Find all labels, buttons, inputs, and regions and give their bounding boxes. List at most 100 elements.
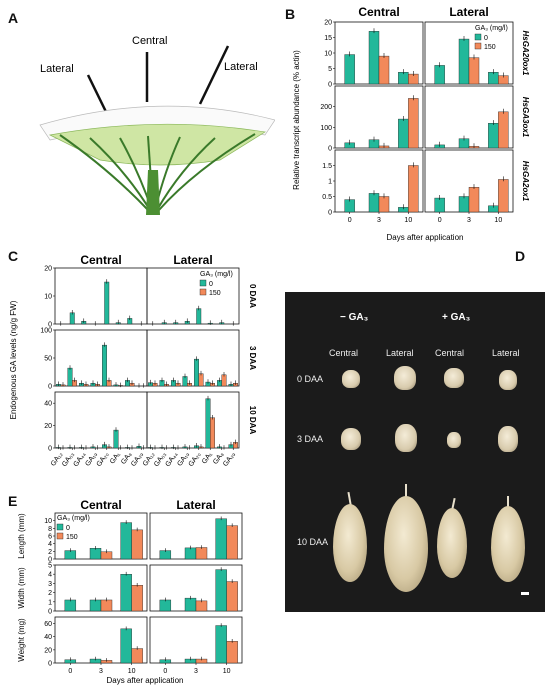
sub-head-lateral-2: Lateral bbox=[492, 348, 520, 358]
bar-control bbox=[159, 599, 172, 612]
label-lateral-left: Lateral bbox=[40, 63, 74, 75]
bar-control bbox=[205, 398, 211, 449]
legend-title: GA₃ (mg/l) bbox=[475, 25, 508, 32]
x-axis-label: Days after application bbox=[387, 233, 464, 242]
subplot-frame bbox=[54, 391, 148, 449]
y-tick-label: 4 bbox=[48, 572, 52, 579]
bar-control bbox=[344, 54, 355, 85]
bar-control bbox=[398, 118, 409, 149]
bar-control bbox=[104, 281, 110, 325]
y-tick-label: 1 bbox=[328, 179, 332, 186]
y-tick-label: 1 bbox=[48, 599, 52, 606]
panel-c-chart: Central Lateral 0 10 20 0 DAA 0 50 100 3 DAA 0 20 40… bbox=[9, 253, 257, 468]
y-tick-label: 100 bbox=[320, 125, 332, 132]
x-tick-label: 3 bbox=[377, 217, 381, 224]
bar-control bbox=[458, 196, 470, 213]
row-label: Weight (mg) bbox=[17, 618, 26, 662]
y-tick-label: 40 bbox=[44, 401, 52, 408]
y-tick-label: 50 bbox=[44, 356, 52, 363]
y-axis-label: Endogenous GA levels (ng/g FW) bbox=[9, 300, 18, 419]
col-title-central: Central bbox=[358, 5, 399, 19]
flower-central-plus-3 bbox=[447, 432, 461, 448]
y-tick-label: 5 bbox=[48, 563, 52, 570]
x-tick-label: GA₁ bbox=[201, 451, 214, 466]
bar-treated bbox=[100, 599, 113, 612]
x-axis-label: Days after application bbox=[107, 676, 184, 685]
x-tick-label: 10 bbox=[128, 668, 136, 675]
y-tick-label: 5 bbox=[328, 66, 332, 73]
y-tick-label: 6 bbox=[48, 534, 52, 541]
bar-control bbox=[120, 628, 132, 664]
sub-head-lateral-1: Lateral bbox=[386, 348, 414, 358]
y-tick-label: 2 bbox=[48, 590, 52, 597]
panel-letter-e: E bbox=[8, 493, 18, 509]
y-tick-label: 0 bbox=[48, 661, 52, 668]
bar-control bbox=[196, 308, 202, 325]
bar-treated bbox=[408, 98, 419, 149]
legend-title: GA₃ (mg/l) bbox=[57, 515, 90, 522]
head-plus-ga3: + GA₃ bbox=[442, 312, 471, 323]
x-tick-label: 3 bbox=[99, 668, 103, 675]
col-title-lateral: Lateral bbox=[173, 253, 212, 267]
row-label: Width (mm) bbox=[17, 567, 26, 609]
fruit-lateral-minus-10 bbox=[384, 496, 428, 592]
y-tick-label: 8 bbox=[48, 526, 52, 533]
legend-swatch-treated bbox=[56, 532, 64, 540]
y-tick-label: 10 bbox=[44, 518, 52, 525]
bar-treated bbox=[226, 581, 238, 612]
bar-treated bbox=[198, 373, 204, 387]
panel-letter-c: C bbox=[8, 248, 19, 264]
x-tick-label: 0 bbox=[68, 668, 72, 675]
label-central: Central bbox=[132, 35, 167, 47]
bar-control bbox=[113, 429, 119, 449]
legend-swatch-control bbox=[474, 33, 482, 41]
bar-treated bbox=[131, 648, 143, 664]
gene-label: HsGA3ox1 bbox=[521, 97, 530, 138]
x-tick-label: 3 bbox=[467, 217, 471, 224]
bar-control bbox=[215, 625, 227, 664]
x-tick-label: 10 bbox=[494, 217, 502, 224]
y-tick-label: 0 bbox=[48, 609, 52, 616]
bar-treated bbox=[498, 179, 509, 213]
y-tick-label: 4 bbox=[48, 541, 52, 548]
bar-treated bbox=[378, 196, 390, 213]
col-title-central: Central bbox=[80, 498, 121, 512]
bar-control bbox=[64, 599, 77, 612]
x-tick-label: 0 bbox=[348, 217, 352, 224]
bar-control bbox=[89, 599, 102, 612]
x-tick-label: 0 bbox=[438, 217, 442, 224]
bar-control bbox=[215, 569, 227, 612]
fruit-lateral-plus-10 bbox=[491, 506, 525, 582]
bar-control bbox=[434, 197, 445, 213]
y-tick-label: 20 bbox=[324, 20, 332, 27]
y-tick-label: 15 bbox=[324, 35, 332, 42]
y-tick-label: 60 bbox=[44, 621, 52, 628]
bar-treated bbox=[468, 186, 480, 213]
row-label: 3 DAA bbox=[248, 346, 257, 370]
legend-swatch-treated bbox=[474, 42, 482, 50]
label-lateral-right: Lateral bbox=[224, 61, 258, 73]
bar-treated bbox=[195, 547, 208, 560]
x-tick-label: 3 bbox=[194, 668, 198, 675]
bar-treated bbox=[226, 525, 238, 560]
flower-central-minus-3 bbox=[341, 428, 361, 450]
y-tick-label: 20 bbox=[44, 647, 52, 654]
bar-control bbox=[184, 547, 197, 560]
x-tick-label: GA₄₄ bbox=[165, 451, 180, 468]
sub-head-central-1: Central bbox=[329, 348, 359, 358]
y-tick-label: 40 bbox=[44, 634, 52, 641]
x-tick-label: 10 bbox=[223, 668, 231, 675]
row-10daa: 10 DAA bbox=[297, 537, 329, 547]
y-tick-label: 3 bbox=[48, 581, 52, 588]
panel-letter-a: A bbox=[8, 10, 19, 26]
flower-lateral-minus-0 bbox=[394, 366, 416, 390]
bar-control bbox=[434, 65, 445, 85]
legend-label-control: 0 bbox=[209, 281, 213, 288]
bar-control bbox=[102, 344, 107, 387]
col-title-lateral: Lateral bbox=[449, 5, 488, 19]
col-title-central: Central bbox=[80, 253, 121, 267]
bar-treated bbox=[210, 417, 215, 449]
bar-treated bbox=[195, 600, 208, 612]
x-tick-label: GA₁ bbox=[109, 451, 122, 466]
fruit-central-plus-10 bbox=[437, 508, 467, 578]
